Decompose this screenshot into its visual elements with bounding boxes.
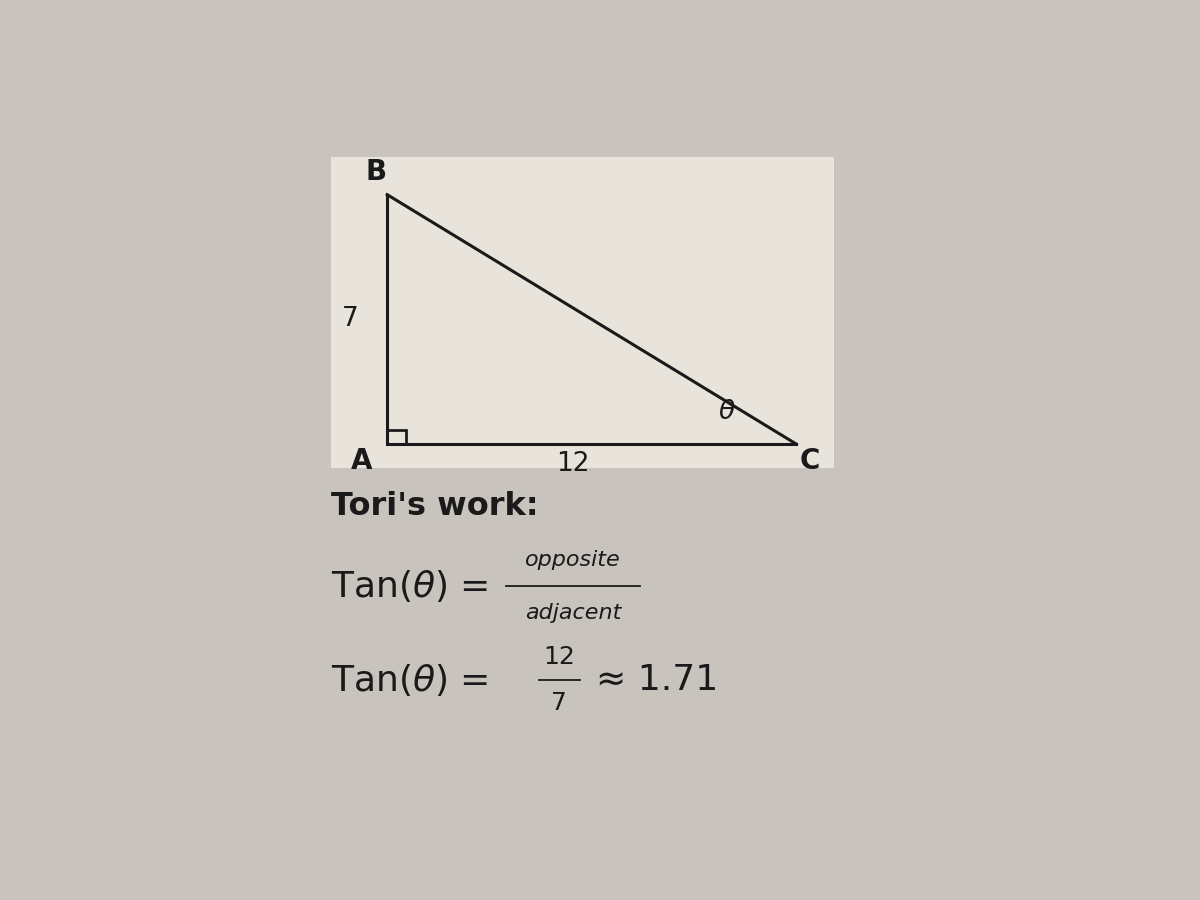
Text: ≈ 1.71: ≈ 1.71 [596, 662, 719, 697]
Text: Tori's work:: Tori's work: [331, 491, 539, 522]
Text: 7: 7 [551, 690, 568, 715]
Text: 12: 12 [544, 645, 575, 669]
Text: opposite: opposite [526, 550, 622, 570]
Text: B: B [366, 158, 386, 186]
Text: 12: 12 [557, 451, 590, 476]
Bar [331, 157, 834, 468]
Text: 7: 7 [342, 306, 359, 332]
Text: θ: θ [719, 399, 734, 425]
Text: adjacent: adjacent [524, 602, 622, 623]
Text: Tan($\theta$) =: Tan($\theta$) = [331, 662, 488, 698]
Text: C: C [800, 447, 821, 475]
Bar [388, 430, 406, 444]
Text: A: A [352, 447, 373, 475]
Text: Tan($\theta$) =: Tan($\theta$) = [331, 568, 488, 604]
